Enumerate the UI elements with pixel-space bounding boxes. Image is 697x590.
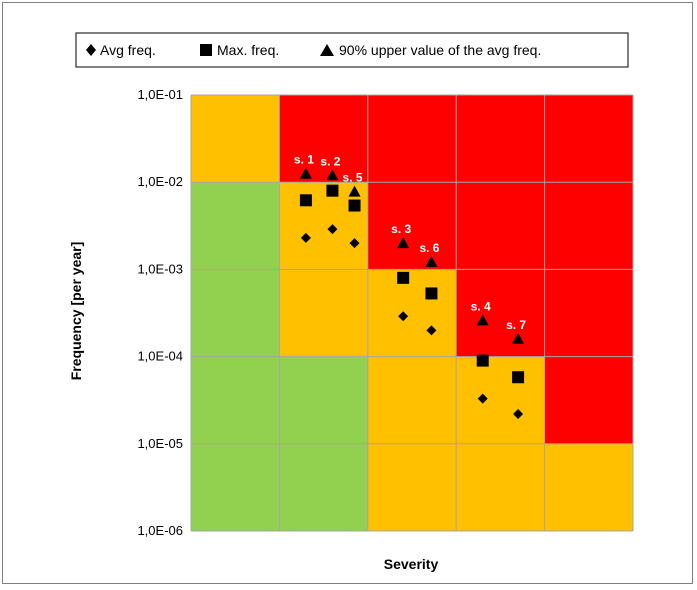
square-point (512, 371, 525, 384)
risk-cell-orange (367, 356, 457, 444)
risk-cell-red (367, 95, 457, 183)
risk-cell-red (544, 95, 633, 183)
risk-cell-green (191, 269, 280, 357)
diamond-point (477, 393, 488, 404)
legend-box (75, 32, 629, 68)
scenario-label: s. 6 (419, 241, 439, 255)
legend-item-max: Max. freq. (200, 42, 279, 58)
risk-cell-orange (279, 182, 368, 270)
square-point (397, 271, 410, 284)
risk-cell-red (456, 182, 545, 270)
legend-item-upper: 90% upper value of the avg freq. (320, 42, 541, 58)
triangle-point (425, 255, 438, 267)
legend-label-upper: 90% upper value of the avg freq. (339, 42, 541, 58)
scenario-labels: s. 1 s. 2s. 5 s. 3 s. 6 s. 4 s. 7 (294, 153, 527, 332)
risk-cell-orange (279, 269, 368, 357)
y-tick-labels: 1,0E-06 1,0E-05 1,0E-04 1,0E-03 1,0E-02 1,0E-… (137, 87, 183, 538)
risk-cell-red (544, 182, 633, 270)
risk-cell-orange (456, 443, 545, 531)
risk-cell-green (279, 356, 368, 444)
risk-cell-green (191, 443, 280, 531)
triangle-point (397, 237, 410, 249)
triangle-point (326, 169, 339, 181)
square-marker-icon (200, 44, 212, 56)
scenario-label: s. 7 (506, 318, 526, 332)
triangle-point (476, 314, 489, 326)
triangle-point (299, 167, 312, 179)
y-tick-label: 1,0E-01 (137, 87, 183, 102)
square-point (299, 194, 312, 207)
diamond-marker-icon (86, 44, 96, 56)
diamond-point (513, 408, 524, 419)
risk-cell-red (279, 95, 368, 183)
triangle-marker-icon (320, 44, 334, 56)
risk-cell-orange (456, 356, 545, 444)
legend: Avg freq. Max. freq. 90% upper value of … (75, 32, 629, 68)
risk-cell-orange (367, 269, 457, 357)
risk-matrix-chart: 1,0E-06 1,0E-05 1,0E-04 1,0E-03 1,0E-02 1,0E-… (68, 32, 634, 572)
square-point (326, 184, 339, 197)
scenario-label: s. 1 (294, 153, 314, 167)
risk-cell-green (279, 443, 368, 531)
square-point (348, 199, 361, 212)
legend-label-avg: Avg freq. (100, 42, 156, 58)
y-tick-label: 1,0E-02 (137, 174, 183, 189)
risk-cell-green (191, 182, 280, 270)
risk-cell-orange (367, 443, 457, 531)
legend-label-max: Max. freq. (217, 42, 279, 58)
square-point (476, 354, 489, 367)
y-tick-label: 1,0E-06 (137, 523, 183, 538)
risk-cell-red (544, 356, 633, 444)
diamond-point (349, 238, 360, 249)
risk-cell-green (191, 356, 280, 444)
scenario-label: s. 3 (391, 222, 411, 236)
y-tick-label: 1,0E-04 (137, 349, 183, 364)
diamond-point (398, 311, 409, 322)
chart-frame: 1,0E-06 1,0E-05 1,0E-04 1,0E-03 1,0E-02 1,0E-… (2, 2, 693, 584)
y-tick-label: 1,0E-05 (137, 436, 183, 451)
triangle-point (512, 332, 525, 344)
risk-cells (191, 95, 633, 531)
diamond-point (327, 224, 338, 235)
risk-cell-red (456, 269, 545, 357)
risk-cell-orange (544, 443, 633, 531)
risk-cell-red (456, 95, 545, 183)
triangle-point (348, 185, 361, 197)
scenario-label: s. 2 (320, 154, 340, 168)
legend-item-avg: Avg freq. (86, 42, 156, 58)
diamond-point (300, 232, 311, 243)
data-points (299, 167, 525, 419)
risk-cell-orange (191, 95, 280, 183)
risk-cell-red (367, 182, 457, 270)
square-point (425, 287, 438, 300)
scenario-label: s. 4 (471, 299, 491, 313)
diamond-point (426, 325, 437, 336)
y-tick-label: 1,0E-03 (137, 261, 183, 276)
risk-cell-red (544, 269, 633, 357)
y-axis-title: Frequency [per year] (68, 242, 84, 381)
gridlines (190, 94, 634, 532)
x-axis-title: Severity (384, 556, 439, 572)
scenario-label: s. 5 (343, 171, 363, 185)
